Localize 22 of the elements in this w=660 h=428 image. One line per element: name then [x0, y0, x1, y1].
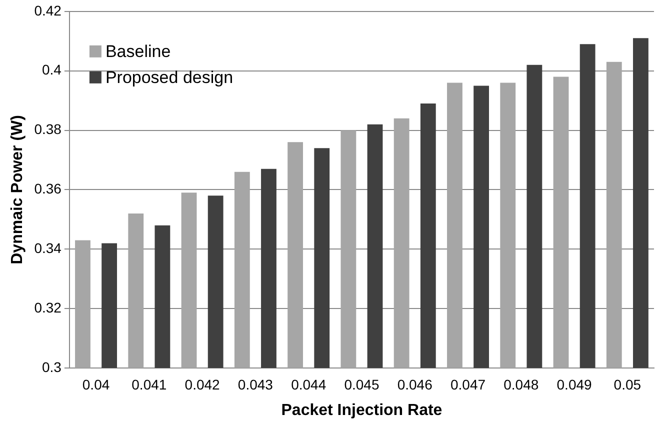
y-tick-label: 0.34: [34, 240, 62, 256]
x-tick-label: 0.043: [238, 376, 274, 392]
x-tick-label: 0.042: [184, 376, 220, 392]
y-tick-label: 0.3: [42, 358, 62, 375]
y-tick-label: 0.32: [34, 299, 62, 316]
x-tick-label: 0.05: [614, 376, 642, 392]
legend-label: Baseline: [105, 42, 171, 62]
x-tick-label: 0.049: [556, 376, 592, 392]
y-tick-label: 0.42: [34, 2, 62, 18]
x-tick-label: 0.045: [344, 376, 380, 392]
x-tick-label: 0.046: [397, 376, 433, 392]
x-tick-label: 0.04: [82, 376, 110, 392]
x-tick-label: 0.048: [504, 376, 539, 392]
y-tick-label: 0.4: [42, 62, 62, 78]
y-tick-label: 0.38: [34, 121, 62, 138]
x-tick-label: 0.041: [132, 376, 167, 392]
y-tick-label: 0.36: [34, 180, 62, 197]
x-tick-label: 0.047: [450, 376, 486, 392]
legend-label: Proposed design: [105, 68, 234, 88]
x-axis-title: Packet Injection Rate: [281, 402, 442, 419]
x-tick-label: 0.044: [291, 376, 326, 392]
y-axis-title: Dynmaic Power (W): [9, 115, 26, 264]
